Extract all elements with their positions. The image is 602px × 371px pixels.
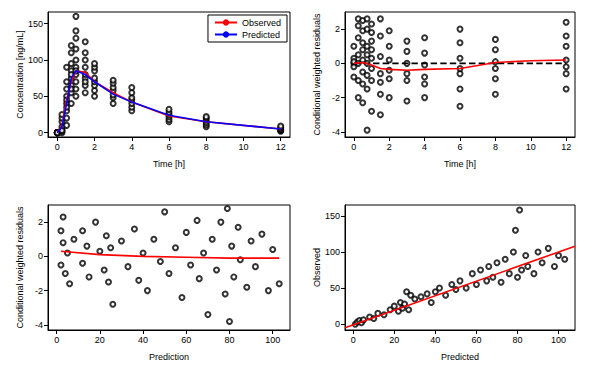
svg-text:12: 12: [561, 142, 571, 152]
svg-text:60: 60: [471, 335, 481, 345]
svg-text:Observed: Observed: [242, 18, 281, 28]
svg-text:Concentration [ng/mL]: Concentration [ng/mL]: [15, 30, 25, 119]
svg-text:Time [h]: Time [h]: [444, 159, 476, 169]
svg-text:Predicted: Predicted: [242, 30, 280, 40]
svg-text:2: 2: [335, 24, 340, 34]
svg-text:-2: -2: [35, 286, 43, 296]
svg-text:Predicted: Predicted: [441, 352, 479, 362]
svg-text:0: 0: [335, 319, 340, 329]
svg-text:Observed: Observed: [312, 248, 322, 287]
svg-text:Time [h]: Time [h]: [153, 159, 185, 169]
svg-text:0: 0: [38, 128, 43, 138]
svg-text:-4: -4: [332, 127, 340, 137]
svg-text:0: 0: [351, 335, 356, 345]
svg-text:100: 100: [325, 247, 340, 257]
svg-text:40: 40: [138, 335, 148, 345]
svg-text:40: 40: [430, 335, 440, 345]
svg-text:6: 6: [457, 142, 462, 152]
svg-text:150: 150: [325, 211, 340, 221]
svg-text:Conditional weighted residuals: Conditional weighted residuals: [312, 13, 322, 136]
svg-text:60: 60: [181, 335, 191, 345]
svg-text:-4: -4: [35, 320, 43, 330]
svg-text:10: 10: [238, 142, 248, 152]
svg-text:150: 150: [28, 19, 43, 29]
svg-text:100: 100: [265, 335, 280, 345]
svg-text:20: 20: [389, 335, 399, 345]
svg-text:80: 80: [512, 335, 522, 345]
svg-text:-2: -2: [332, 93, 340, 103]
svg-text:2: 2: [92, 142, 97, 152]
svg-text:20: 20: [95, 335, 105, 345]
svg-text:6: 6: [166, 142, 171, 152]
svg-text:2: 2: [387, 142, 392, 152]
svg-text:80: 80: [224, 335, 234, 345]
svg-text:50: 50: [330, 283, 340, 293]
svg-text:100: 100: [551, 335, 566, 345]
svg-text:Prediction: Prediction: [149, 352, 189, 362]
svg-text:50: 50: [33, 91, 43, 101]
svg-text:0: 0: [54, 335, 59, 345]
svg-text:12: 12: [276, 142, 286, 152]
svg-text:4: 4: [422, 142, 427, 152]
svg-text:8: 8: [204, 142, 209, 152]
svg-text:4: 4: [129, 142, 134, 152]
svg-text:0: 0: [351, 142, 356, 152]
svg-text:0: 0: [335, 58, 340, 68]
svg-text:Conditional weighted residuals: Conditional weighted residuals: [15, 206, 25, 329]
svg-text:0: 0: [38, 251, 43, 261]
svg-text:2: 2: [38, 217, 43, 227]
svg-text:0: 0: [55, 142, 60, 152]
svg-text:100: 100: [28, 55, 43, 65]
svg-text:10: 10: [526, 142, 536, 152]
svg-text:8: 8: [493, 142, 498, 152]
